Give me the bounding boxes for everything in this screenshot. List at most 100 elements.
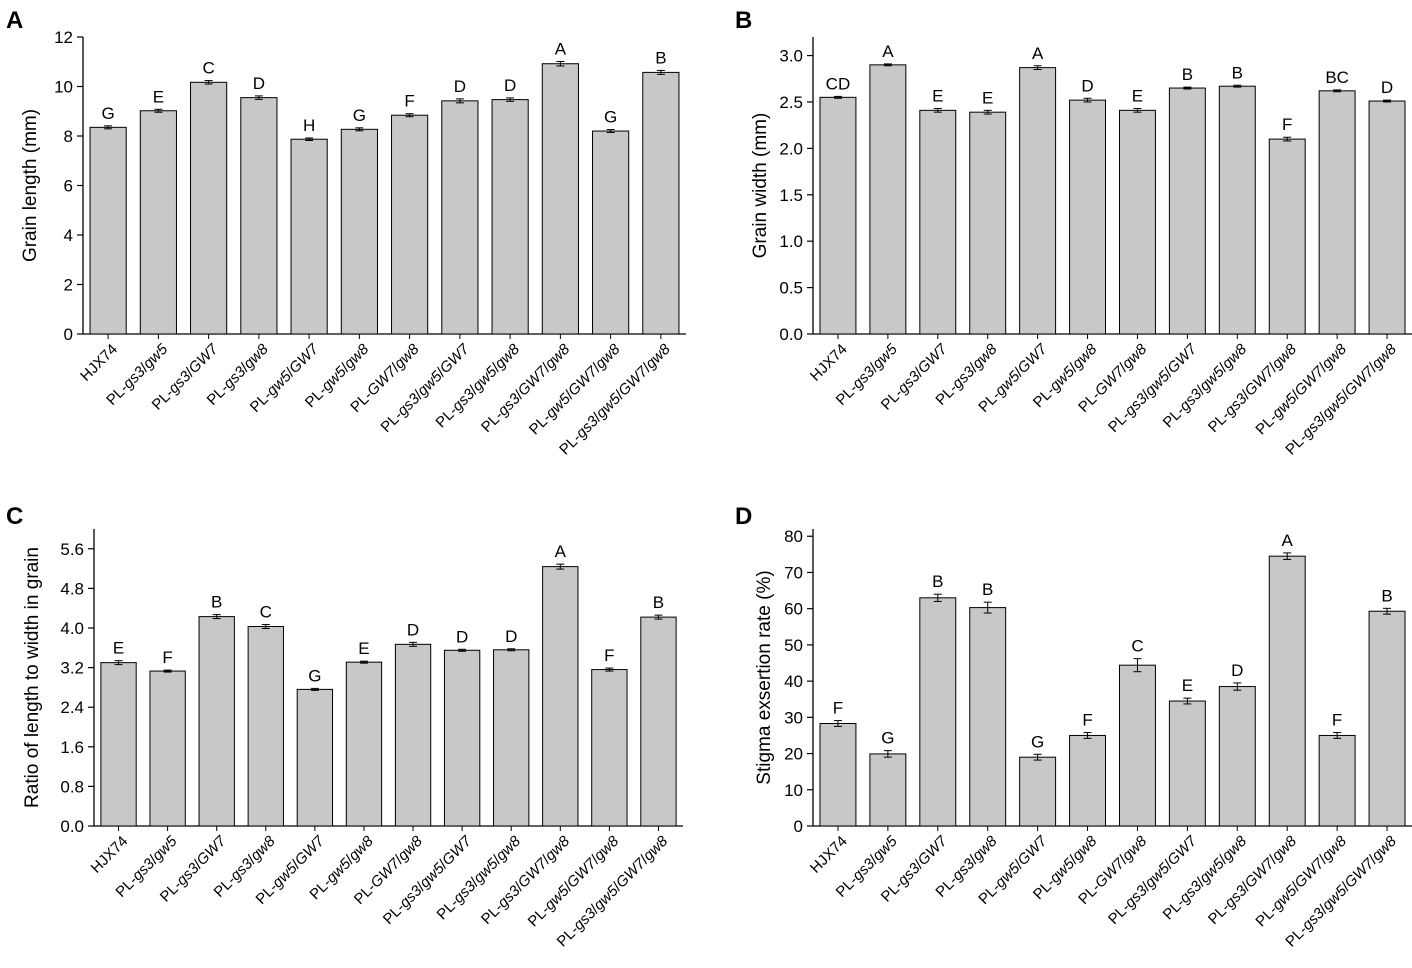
significance-letter: B (653, 593, 664, 612)
bar (640, 616, 677, 827)
category-label-part: HJX74 (807, 833, 851, 877)
x-category-label: PL-gs3/GW7/gw8 (478, 340, 574, 436)
significance-letter: D (504, 76, 516, 95)
significance-letter: E (358, 639, 369, 658)
x-category-label: HJX74 (77, 341, 121, 385)
y-tick-label: 50 (784, 636, 803, 655)
x-category-label: PL-gw5/GW7/gw8 (525, 832, 623, 930)
bar (969, 607, 1007, 827)
bar (592, 130, 630, 335)
significance-letter: G (308, 666, 321, 685)
significance-letter: G (102, 104, 115, 123)
y-axis-title: Grain length (mm) (20, 109, 41, 262)
y-tick-label: 3.2 (60, 659, 84, 678)
significance-letter: B (1182, 65, 1193, 84)
bar (1218, 85, 1256, 335)
y-tick-label: 1.0 (779, 232, 803, 251)
y-tick-label: 2.0 (779, 139, 803, 158)
significance-letter: E (1132, 86, 1143, 105)
x-category-label: PL-gs3/gw5/gw8 (1160, 340, 1251, 431)
category-label-part: GW7 (1014, 832, 1051, 869)
y-tick-label: 1.5 (779, 186, 803, 205)
y-tick-label: 8 (64, 127, 73, 146)
significance-letter: G (604, 108, 617, 127)
y-tick-label: 2.5 (779, 93, 803, 112)
y-tick-label: 40 (784, 672, 803, 691)
panel-letter: B (735, 7, 752, 34)
bar (491, 99, 529, 335)
x-category-label: PL-gw5/GW7/gw8 (1252, 832, 1350, 930)
significance-letter: A (1032, 44, 1044, 63)
bar (1168, 700, 1206, 827)
significance-letter: F (833, 699, 843, 718)
bar (290, 138, 328, 335)
significance-letter: F (1282, 115, 1292, 134)
significance-letter: D (505, 627, 517, 646)
category-label-part: GW7 (914, 340, 951, 377)
bar (340, 128, 378, 335)
significance-letter: F (162, 648, 172, 667)
significance-letter: D (456, 627, 468, 646)
significance-letter: E (982, 88, 993, 107)
significance-letter: B (1232, 63, 1243, 82)
x-category-label: PL-gs3/gw5/GW7 (380, 832, 476, 928)
x-category-label: PL-gs3/gw5/GW7 (1105, 832, 1201, 928)
y-tick-label: 0.0 (60, 817, 84, 836)
y-tick-label: 4 (64, 226, 73, 245)
y-tick-label: 10 (54, 78, 73, 97)
significance-letter: E (153, 87, 164, 106)
bar (1069, 99, 1107, 335)
significance-letter: D (1081, 76, 1093, 95)
significance-letter: G (1031, 732, 1044, 751)
y-tick-label: 6 (64, 177, 73, 196)
bar (100, 662, 137, 827)
significance-letter: E (1182, 676, 1193, 695)
category-label-part: GW7 (1164, 832, 1201, 869)
bar (819, 722, 857, 827)
category-label-part: HJX74 (88, 833, 132, 877)
bar (919, 109, 957, 335)
significance-letter: C (1131, 637, 1143, 656)
y-tick-label: 2 (64, 276, 73, 295)
panel-letter: D (735, 503, 752, 530)
bar (89, 126, 127, 335)
y-tick-label: 0.8 (60, 777, 84, 796)
x-category-label: PL-gs3/gw5/gw8 (434, 832, 525, 923)
bar (642, 71, 680, 335)
y-axis-title: Stigma exsertion rate (%) (754, 570, 775, 784)
x-category-label: HJX74 (88, 833, 132, 877)
significance-letter: BC (1325, 68, 1349, 87)
significance-letter: D (407, 620, 419, 639)
y-tick-label: 0 (794, 817, 803, 836)
bar (591, 669, 628, 827)
bar (198, 616, 235, 827)
bar (1118, 109, 1156, 335)
category-label-part: GW7 (1164, 340, 1201, 377)
y-tick-label: 70 (784, 563, 803, 582)
significance-letter: B (1381, 586, 1392, 605)
significance-letter: A (882, 42, 894, 61)
significance-letter: A (1282, 531, 1294, 550)
y-tick-label: 80 (784, 527, 803, 546)
y-axis-title: Ratio of length to width in grain (22, 547, 43, 808)
bar (541, 63, 579, 335)
y-tick-label: 0 (64, 325, 73, 344)
bar (819, 96, 857, 335)
category-label-part: GW7 (286, 340, 323, 377)
bar (869, 64, 907, 335)
category-label-part: HJX74 (77, 341, 121, 385)
y-tick-label: 4.0 (60, 619, 84, 638)
bar (139, 110, 177, 335)
significance-letter: F (404, 92, 414, 111)
significance-letter: D (454, 77, 466, 96)
y-tick-label: 0.0 (779, 325, 803, 344)
significance-letter: D (253, 74, 265, 93)
y-tick-label: 5.6 (60, 540, 84, 559)
x-category-label: HJX74 (807, 833, 851, 877)
x-category-label: PL-gw5/GW7/gw8 (526, 340, 624, 438)
bar (1318, 734, 1356, 827)
significance-letter: F (604, 646, 614, 665)
bar (1268, 555, 1306, 827)
bar (1368, 610, 1406, 827)
bar (1368, 100, 1406, 335)
